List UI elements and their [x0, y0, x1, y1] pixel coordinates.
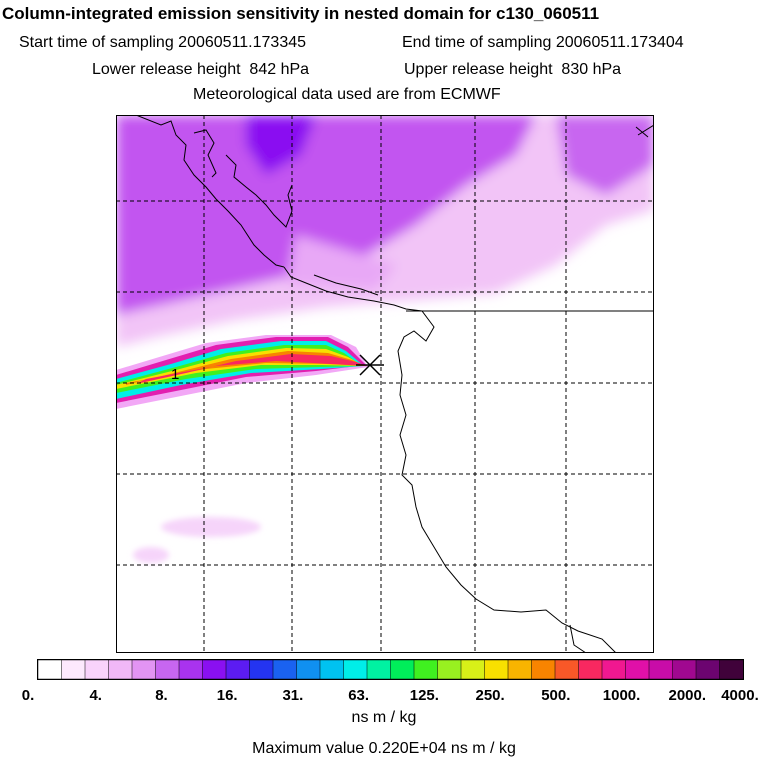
- colorbar-cell: [155, 659, 180, 680]
- colorbar-cell: [625, 659, 650, 680]
- release-point-marker: [356, 354, 384, 376]
- colorbar-tick-label: 8.: [155, 687, 168, 704]
- colorbar-cell: [272, 659, 298, 680]
- sensitivity-field-lower: [133, 517, 261, 563]
- colorbar-frame: [37, 659, 744, 680]
- colorbar-cell: [37, 659, 63, 680]
- sensitivity-map: 1: [116, 115, 654, 653]
- colorbar-cell: [601, 659, 627, 680]
- colorbar-tick-label: 16.: [217, 687, 238, 704]
- colorbar-cell: [672, 659, 697, 680]
- colorbar-unit-label: ns m / kg: [351, 709, 417, 726]
- colorbar-cell: [719, 659, 744, 680]
- colorbar-tick-label: 4.: [89, 687, 102, 704]
- colorbar-tick-label: 500.: [541, 687, 570, 704]
- colorbar-cell: [484, 659, 509, 680]
- colorbar-tick-label: 2000.: [668, 687, 706, 704]
- met-data-label: Meteorological data used are from ECMWF: [193, 86, 501, 103]
- colorbar-cell: [178, 659, 204, 680]
- colorbar: 0. 4. 8. 16. 31. 63. 125. 250. 500. 1000. 2000. 400…: [22, 659, 759, 704]
- colorbar-tick-label: 31.: [282, 687, 303, 704]
- colorbar-cell: [648, 659, 674, 680]
- colorbar-cell: [531, 659, 556, 680]
- colorbar-cell: [108, 659, 133, 680]
- colorbar-cell: [554, 659, 580, 680]
- start-time-label: Start time of sampling 20060511.173345: [19, 34, 307, 51]
- colorbar-cell: [296, 659, 321, 680]
- colorbar-cells: [37, 659, 744, 680]
- plume: [116, 335, 368, 409]
- colorbar-tick-label: 1000.: [603, 687, 641, 704]
- plume-marker-label: 1: [171, 366, 179, 383]
- colorbar-cell: [84, 659, 110, 680]
- sensitivity-field-upper: [116, 115, 654, 347]
- colorbar-cell: [225, 659, 251, 680]
- coastline: [135, 115, 654, 653]
- colorbar-cell: [131, 659, 157, 680]
- colorbar-tick-label: 250.: [475, 687, 504, 704]
- upper-release-label: Upper release height 830 hPa: [404, 61, 622, 78]
- figure-title: Column-integrated emission sensitivity i…: [2, 4, 600, 23]
- colorbar-tick-label: 0.: [22, 687, 35, 704]
- colorbar-cell: [61, 659, 86, 680]
- colorbar-cell: [695, 659, 721, 680]
- colorbar-cell: [319, 659, 345, 680]
- end-time-label: End time of sampling 20060511.173404: [402, 34, 684, 51]
- max-value-label: Maximum value 0.220E+04 ns m / kg: [252, 740, 516, 757]
- colorbar-tick-labels: 0. 4. 8. 16. 31. 63. 125. 250. 500. 1000. 2000. 400…: [22, 687, 759, 704]
- colorbar-cell: [343, 659, 368, 680]
- colorbar-cell: [366, 659, 392, 680]
- colorbar-cell: [202, 659, 227, 680]
- colorbar-cell: [390, 659, 415, 680]
- colorbar-tick-label: 4000.: [721, 687, 759, 704]
- colorbar-cell: [460, 659, 486, 680]
- colorbar-cell: [507, 659, 533, 680]
- lat-lon-grid: [116, 115, 654, 653]
- lower-release-label: Lower release height 842 hPa: [92, 61, 310, 78]
- colorbar-tick-label: 125.: [410, 687, 439, 704]
- colorbar-cell: [413, 659, 439, 680]
- map-frame: [116, 115, 654, 653]
- colorbar-tick-label: 63.: [348, 687, 369, 704]
- colorbar-cell: [578, 659, 603, 680]
- colorbar-cell: [437, 659, 462, 680]
- colorbar-cell: [249, 659, 274, 680]
